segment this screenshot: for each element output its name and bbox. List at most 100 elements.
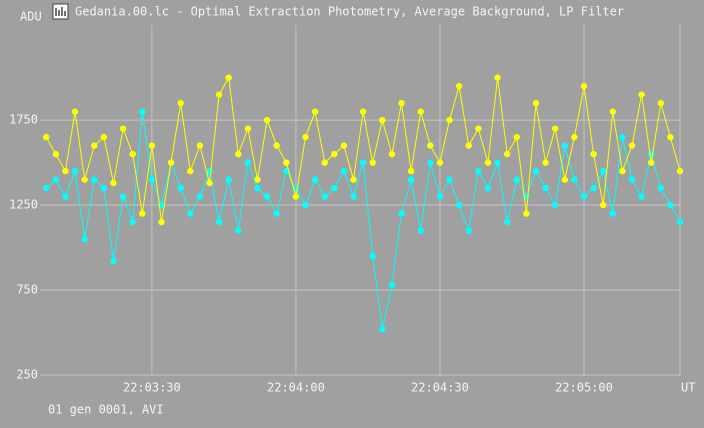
data-point <box>91 176 98 183</box>
data-point <box>561 176 568 183</box>
data-point <box>513 176 520 183</box>
data-point <box>244 125 252 132</box>
data-point <box>667 133 674 141</box>
x-axis-label: UT <box>681 381 695 395</box>
data-point <box>119 193 127 200</box>
data-point <box>215 218 223 226</box>
data-point <box>340 142 348 149</box>
data-point <box>311 108 319 115</box>
data-point <box>676 218 684 226</box>
data-point <box>628 176 636 183</box>
data-point <box>503 150 511 158</box>
x-tick-label: 22:04:30 <box>411 381 469 395</box>
data-point <box>100 184 108 192</box>
data-point <box>331 184 338 192</box>
data-point <box>350 176 357 183</box>
window-title: Gedania.00.lc - Optimal Extraction Photo… <box>75 5 624 19</box>
data-point <box>379 116 386 124</box>
data-point <box>283 159 290 166</box>
y-tick-label: 1250 <box>9 198 38 212</box>
data-point <box>446 116 453 124</box>
data-point <box>436 193 444 200</box>
data-point <box>110 257 117 265</box>
data-point <box>225 176 232 183</box>
data-point <box>167 159 175 166</box>
data-point <box>619 167 626 175</box>
data-point <box>599 167 607 175</box>
data-point <box>427 159 434 166</box>
data-point <box>628 142 636 149</box>
data-point <box>475 125 482 132</box>
data-point <box>177 99 184 107</box>
data-point <box>100 133 108 141</box>
data-point <box>638 91 645 98</box>
data-point <box>139 108 146 115</box>
data-point <box>148 142 156 149</box>
data-point <box>110 179 117 187</box>
x-tick-label: 22:04:00 <box>267 381 325 395</box>
data-point <box>187 167 194 175</box>
data-point <box>580 193 588 200</box>
x-tick-label: 22:05:00 <box>555 381 613 395</box>
data-point <box>475 167 482 175</box>
data-point <box>494 74 501 81</box>
data-point <box>407 167 415 175</box>
data-point <box>523 210 530 217</box>
data-point <box>359 108 367 115</box>
data-point <box>657 184 664 192</box>
data-point <box>263 193 271 200</box>
data-point <box>273 210 280 217</box>
data-point <box>43 133 50 141</box>
data-point <box>62 167 69 175</box>
data-point <box>321 193 328 200</box>
data-point <box>379 325 386 333</box>
data-point <box>455 201 463 209</box>
data-point <box>81 235 88 243</box>
data-point <box>465 227 472 234</box>
data-point <box>609 210 616 217</box>
data-point <box>398 99 405 107</box>
data-point <box>139 210 146 217</box>
data-point <box>388 281 396 289</box>
data-point <box>571 176 578 183</box>
data-point <box>206 179 213 187</box>
data-point <box>321 159 328 166</box>
data-point <box>129 218 136 226</box>
data-point <box>148 176 156 183</box>
data-point <box>398 210 405 217</box>
data-point <box>369 159 376 166</box>
y-tick-label: 1750 <box>9 113 38 127</box>
data-point <box>609 108 616 115</box>
data-point <box>580 82 588 90</box>
data-point <box>43 184 50 192</box>
data-point <box>196 142 204 149</box>
data-point <box>52 150 60 158</box>
data-point <box>551 201 559 209</box>
data-point <box>446 176 453 183</box>
data-point <box>571 133 578 141</box>
data-point <box>52 176 60 183</box>
data-point <box>657 99 664 107</box>
data-point <box>407 176 415 183</box>
data-point <box>350 193 357 200</box>
data-point <box>292 193 300 200</box>
data-point <box>388 150 396 158</box>
data-point <box>532 167 540 175</box>
data-point <box>71 108 79 115</box>
data-point <box>273 142 280 149</box>
data-point <box>465 142 472 149</box>
data-point <box>359 159 367 166</box>
data-point <box>417 108 424 115</box>
data-point <box>494 159 501 166</box>
y-tick-label: 750 <box>16 283 38 297</box>
data-point <box>340 167 348 175</box>
app-icon <box>52 3 69 20</box>
data-point <box>215 91 223 98</box>
data-point <box>619 133 626 141</box>
data-point <box>513 133 520 141</box>
data-point <box>62 193 69 200</box>
data-point <box>158 218 165 226</box>
data-point <box>542 184 549 192</box>
data-point <box>369 252 376 260</box>
data-point <box>244 159 252 166</box>
